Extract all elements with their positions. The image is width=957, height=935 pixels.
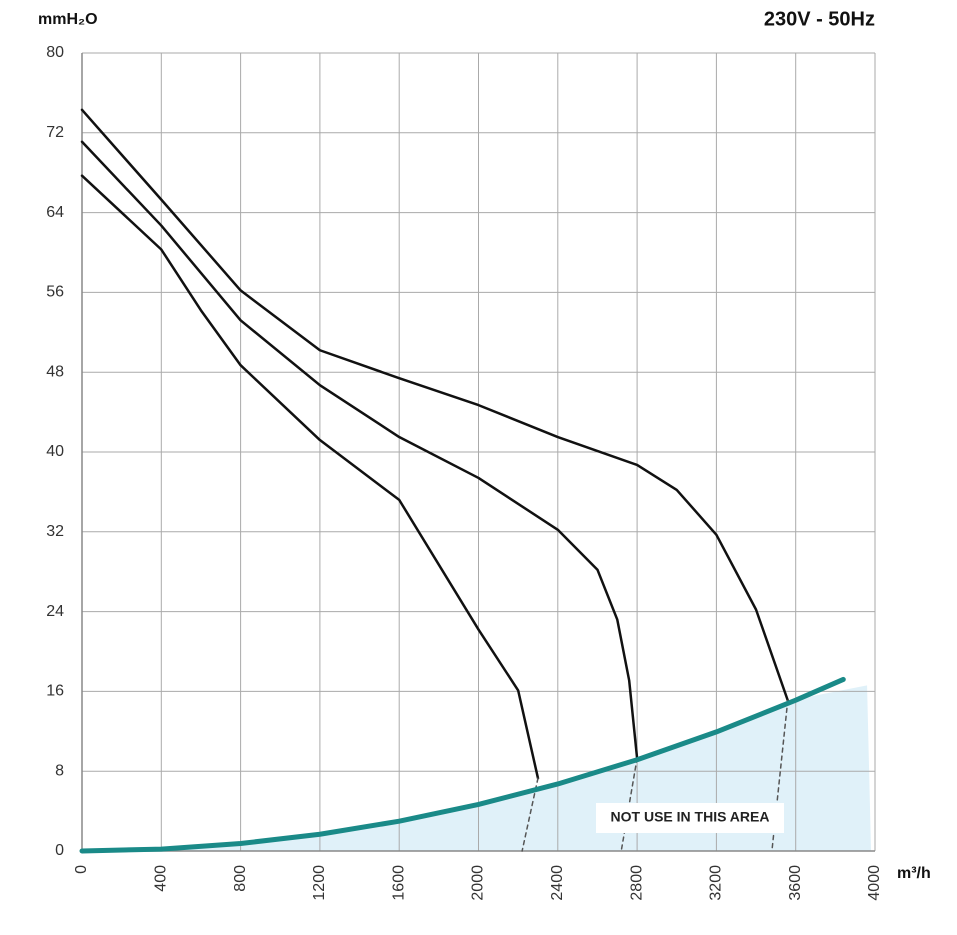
performance-curve xyxy=(79,676,846,854)
x-tick-label: 1200 xyxy=(311,865,328,901)
y-tick-label: 0 xyxy=(55,842,64,859)
y-tick-label: 64 xyxy=(46,204,64,221)
annotation-text: NOT USE IN THIS AREA xyxy=(611,809,770,825)
annotation-box xyxy=(596,803,784,833)
x-tick-label: 800 xyxy=(232,865,249,892)
x-tick-label: 4000 xyxy=(866,865,883,901)
performance-curve xyxy=(80,174,540,780)
x-tick-label: 2800 xyxy=(628,865,645,901)
x-axis-label: m³/h xyxy=(897,865,931,882)
y-tick-label: 72 xyxy=(46,124,64,141)
y-tick-label: 8 xyxy=(55,762,64,779)
performance-curve xyxy=(80,108,790,702)
y-tick-label: 16 xyxy=(46,683,64,700)
performance-curve xyxy=(80,140,639,760)
x-tick-label: 3200 xyxy=(708,865,725,901)
y-tick-label: 40 xyxy=(46,443,64,460)
y-tick-label: 48 xyxy=(46,363,64,380)
y-tick-label: 80 xyxy=(46,44,64,61)
x-tick-label: 1600 xyxy=(390,865,407,901)
subtitle: 230V - 50Hz xyxy=(764,8,875,30)
x-tick-label: 0 xyxy=(73,865,90,874)
y-tick-label: 32 xyxy=(46,523,64,540)
x-tick-label: 2000 xyxy=(470,865,487,901)
x-tick-label: 2400 xyxy=(549,865,566,901)
extrapolated-curve xyxy=(620,757,638,852)
x-tick-label: 3600 xyxy=(787,865,804,901)
y-axis-label: mmH₂O xyxy=(38,11,98,28)
y-tick-label: 24 xyxy=(46,603,64,620)
annotation: NOT USE IN THIS AREA xyxy=(596,803,784,833)
extrapolated-curve xyxy=(771,699,789,852)
x-tick-label: 400 xyxy=(153,865,170,892)
y-tick-label: 56 xyxy=(46,284,64,301)
